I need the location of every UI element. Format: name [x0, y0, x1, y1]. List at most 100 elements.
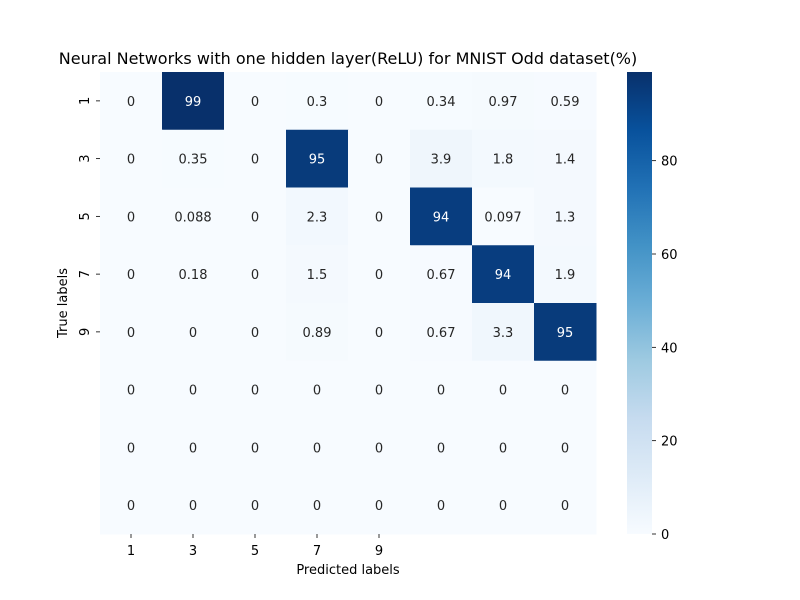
heatmap-cell	[162, 360, 225, 419]
cell-value-label: 2.3	[307, 210, 328, 225]
cell-value-label: 0.89	[303, 326, 332, 341]
heatmap-cell	[348, 129, 411, 188]
x-axis-ticks: 1 3 5 7 9	[127, 534, 383, 559]
heatmap-cell	[286, 187, 349, 246]
heatmap-cell	[286, 360, 349, 419]
cell-value-label: 0.97	[489, 95, 518, 110]
y-axis-label: True labels	[56, 268, 71, 339]
heatmap-cell	[534, 360, 597, 419]
cell-value-label: 0	[561, 441, 569, 456]
heatmap-cell	[472, 245, 535, 304]
heatmap-cell	[100, 360, 163, 419]
heatmap-cell	[534, 476, 597, 535]
heatmap-cell	[534, 418, 597, 477]
cell-value-label: 1.9	[555, 268, 576, 283]
heatmap-cell	[286, 303, 349, 362]
colorbar-tick-label: 40	[661, 341, 678, 356]
colorbar	[627, 72, 652, 534]
cell-value-label: 0.088	[174, 210, 211, 225]
cell-value-label: 0.18	[179, 268, 208, 283]
cell-value-label: 0.35	[179, 153, 208, 168]
heatmap-cell	[162, 476, 225, 535]
cell-value-label: 0	[127, 210, 135, 225]
cell-value-label: 0	[189, 384, 197, 399]
cell-value-label: 0	[499, 441, 507, 456]
cell-value-label: 0	[251, 268, 259, 283]
cell-value-label: 0	[189, 441, 197, 456]
x-tick-label: 9	[375, 544, 383, 559]
heatmap-cell	[100, 129, 163, 188]
heatmap-cell	[224, 187, 287, 246]
cell-value-label: 0	[375, 326, 383, 341]
cell-value-label: 0	[127, 326, 135, 341]
heatmap-cell	[472, 476, 535, 535]
heatmap-cell	[162, 187, 225, 246]
cell-value-label: 0	[127, 499, 135, 514]
x-tick-label: 5	[251, 544, 259, 559]
cell-value-label: 0	[189, 326, 197, 341]
heatmap-cell	[286, 418, 349, 477]
y-tick-label: 9	[78, 328, 93, 336]
cell-value-label: 0	[313, 441, 321, 456]
cell-value-label: 0	[251, 384, 259, 399]
heatmap-cell	[286, 72, 349, 131]
cell-value-label: 0.59	[551, 95, 580, 110]
cell-value-label: 0	[127, 268, 135, 283]
heatmap-cell	[472, 187, 535, 246]
cell-value-label: 0	[251, 210, 259, 225]
heatmap-cell	[100, 303, 163, 362]
cell-value-label: 0	[437, 441, 445, 456]
cell-value-label: 0.097	[484, 210, 521, 225]
cell-value-label: 0	[437, 384, 445, 399]
heatmap-cell	[534, 129, 597, 188]
cell-value-label: 95	[309, 153, 326, 168]
cell-value-label: 0.34	[427, 95, 456, 110]
heatmap-cell	[410, 476, 473, 535]
heatmap-cells	[100, 72, 597, 535]
heatmap-cell	[162, 245, 225, 304]
heatmap-cell	[162, 418, 225, 477]
cell-value-label: 0	[375, 268, 383, 283]
cell-value-label: 3.9	[431, 153, 452, 168]
cell-value-label: 0	[127, 441, 135, 456]
heatmap-cell	[348, 303, 411, 362]
cell-value-label: 0	[375, 499, 383, 514]
cell-value-label: 0	[127, 384, 135, 399]
heatmap-cell	[534, 303, 597, 362]
y-axis-ticks: 1 3 5 7 9	[78, 97, 100, 336]
heatmap-cell	[224, 245, 287, 304]
heatmap-cell	[162, 72, 225, 131]
cell-value-label: 0	[313, 384, 321, 399]
cell-value-label: 0	[313, 499, 321, 514]
heatmap-cell	[348, 418, 411, 477]
cell-value-label: 0	[499, 384, 507, 399]
cell-value-label: 0	[251, 326, 259, 341]
heatmap-cell	[348, 360, 411, 419]
cell-value-label: 0	[561, 499, 569, 514]
y-tick-label: 3	[78, 154, 93, 162]
cell-value-label: 1.3	[555, 210, 576, 225]
cell-value-label: 0	[127, 153, 135, 168]
x-tick-label: 1	[127, 544, 135, 559]
colorbar-tick-label: 20	[661, 435, 678, 450]
cell-value-label: 94	[433, 210, 450, 225]
heatmap-cell	[162, 303, 225, 362]
cell-value-label: 0	[561, 384, 569, 399]
cell-value-label: 0	[127, 95, 135, 110]
cell-value-label: 95	[557, 326, 574, 341]
heatmap-cell	[472, 303, 535, 362]
heatmap-cell	[472, 129, 535, 188]
cell-value-label: 0	[251, 153, 259, 168]
heatmap-cell	[100, 187, 163, 246]
cell-value-label: 0	[499, 499, 507, 514]
x-axis-label: Predicted labels	[296, 563, 400, 578]
heatmap-cell	[348, 187, 411, 246]
heatmap-cell	[410, 129, 473, 188]
colorbar-ticks: 0 20 40 60 80	[652, 155, 678, 543]
y-tick-label: 5	[78, 212, 93, 220]
x-tick-label: 7	[313, 544, 321, 559]
heatmap-cell	[534, 72, 597, 131]
cell-value-label: 0	[437, 499, 445, 514]
heatmap-cell	[224, 129, 287, 188]
heatmap-cell	[410, 72, 473, 131]
